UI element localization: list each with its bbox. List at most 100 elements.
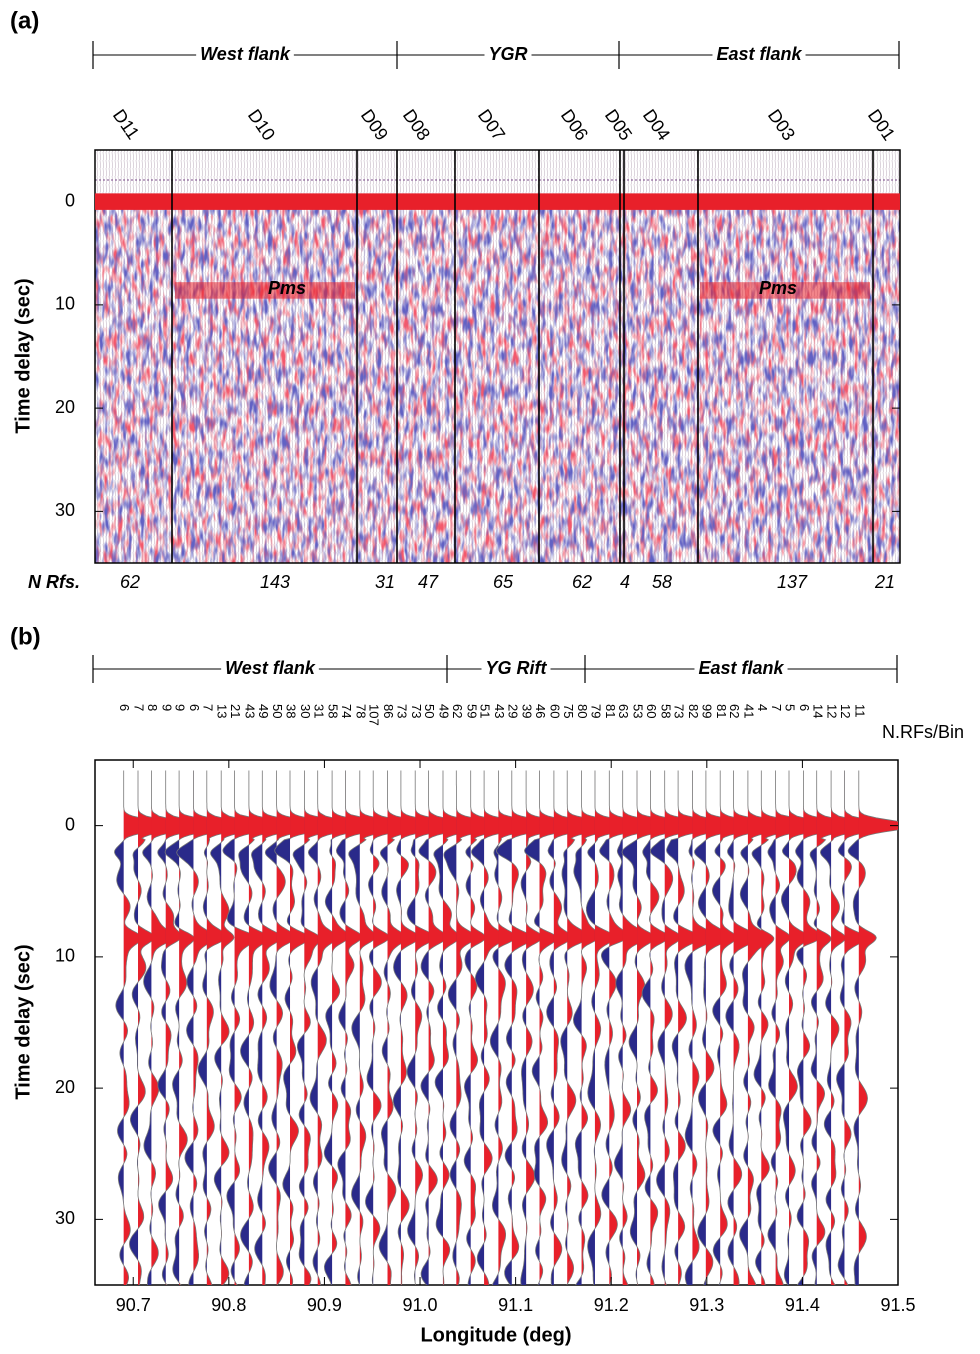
trace: [621, 770, 695, 1285]
trace: [836, 770, 898, 1285]
positive-lobe: [761, 770, 817, 1285]
negative-lobe: [848, 770, 859, 1285]
positive-lobe: [234, 770, 291, 1285]
bin-count: 81: [714, 704, 729, 718]
panel-label: (b): [10, 623, 41, 650]
bin-count: 13: [215, 704, 230, 718]
trace: [780, 770, 844, 1285]
trace: [348, 770, 417, 1285]
negative-lobe: [251, 770, 263, 1285]
negative-lobe: [767, 770, 776, 1285]
trace: [847, 770, 898, 1285]
negative-lobe: [471, 770, 485, 1285]
positive-lobe: [664, 770, 720, 1285]
trace: [819, 770, 887, 1285]
positive-lobe: [332, 770, 386, 1285]
bin-count: 60: [644, 704, 659, 718]
bin-count: 43: [492, 704, 507, 718]
bin-count: 7: [200, 704, 215, 711]
trace: [586, 770, 651, 1285]
negative-lobe: [265, 770, 277, 1285]
trace: [176, 770, 250, 1285]
negative-lobe: [573, 770, 582, 1285]
negative-lobe: [464, 770, 471, 1285]
bin-count: 81: [603, 704, 618, 718]
bin-count: 62: [450, 704, 465, 718]
zero-band: [95, 193, 900, 210]
x-tick-label: 91.0: [403, 1295, 438, 1315]
trace: [613, 770, 678, 1285]
trace: [157, 770, 219, 1285]
trace: [418, 770, 483, 1285]
positive-lobe: [276, 770, 332, 1285]
bin-count: 73: [672, 704, 687, 718]
y-tick-label: 20: [55, 1077, 75, 1097]
panel-a-image: [95, 150, 900, 563]
trace: [142, 770, 206, 1285]
bin-count: 49: [437, 704, 452, 718]
trace: [489, 770, 555, 1285]
positive-lobe: [221, 770, 276, 1285]
bin-count: 7: [769, 704, 784, 711]
station-label: D06: [557, 106, 592, 145]
station-label: D11: [109, 106, 144, 143]
trace: [274, 770, 346, 1285]
bin-count: 59: [464, 704, 479, 718]
bin-count: 29: [505, 704, 520, 718]
y-tick-label: 0: [65, 190, 75, 210]
positive-lobe: [747, 770, 803, 1285]
negative-lobe: [176, 770, 194, 1285]
trace: [649, 770, 721, 1285]
trace: [471, 770, 539, 1285]
trace: [809, 770, 873, 1285]
x-tick-label: 91.3: [689, 1295, 724, 1315]
positive-lobe: [359, 770, 417, 1285]
trace: [666, 770, 733, 1285]
positive-lobe: [553, 770, 608, 1285]
bin-count: 14: [810, 704, 825, 718]
bin-count: 63: [616, 704, 631, 718]
bin-count: 21: [228, 704, 243, 718]
trace: [572, 770, 638, 1285]
bin-count: 73: [394, 704, 409, 718]
positive-lobe: [622, 770, 677, 1285]
negative-lobe: [407, 770, 416, 1285]
bin-count: 9: [173, 704, 188, 711]
positive-lobe: [650, 770, 705, 1285]
positive-lobe: [165, 770, 219, 1285]
positive-lobe: [858, 770, 898, 1285]
trace: [641, 770, 706, 1285]
positive-lobe: [262, 770, 318, 1285]
pms-band: [700, 282, 870, 299]
bin-count: 79: [589, 704, 604, 718]
negative-lobe: [142, 770, 152, 1285]
positive-lobe: [123, 770, 179, 1285]
negative-lobe: [293, 770, 305, 1285]
positive-lobe: [387, 770, 444, 1285]
positive-lobe: [539, 770, 594, 1285]
annotation: Pms: [759, 278, 797, 298]
region-label: West flank: [225, 658, 316, 678]
trace: [520, 770, 581, 1285]
positive-lobe: [317, 770, 372, 1285]
positive-lobe: [304, 770, 361, 1285]
trace: [433, 770, 498, 1285]
bin-count: 51: [478, 704, 493, 718]
bin-count: 6: [797, 704, 812, 711]
negative-lobe: [622, 770, 638, 1285]
bin-count: 38: [284, 704, 299, 718]
negative-lobe: [642, 770, 651, 1285]
positive-lobe: [844, 770, 898, 1285]
bin-count: 43: [242, 704, 257, 718]
positive-lobe: [692, 770, 745, 1285]
trace: [264, 770, 333, 1285]
trace: [251, 770, 319, 1285]
bin-count: 107: [367, 704, 382, 726]
trace: [767, 770, 832, 1285]
negative-lobe: [238, 770, 249, 1285]
nrfs-value: 62: [120, 572, 140, 592]
x-tick-label: 91.1: [498, 1295, 533, 1315]
positive-lobe: [609, 770, 663, 1285]
station-label: D04: [639, 106, 674, 145]
x-axis-label: Longitude (deg): [420, 1324, 571, 1346]
